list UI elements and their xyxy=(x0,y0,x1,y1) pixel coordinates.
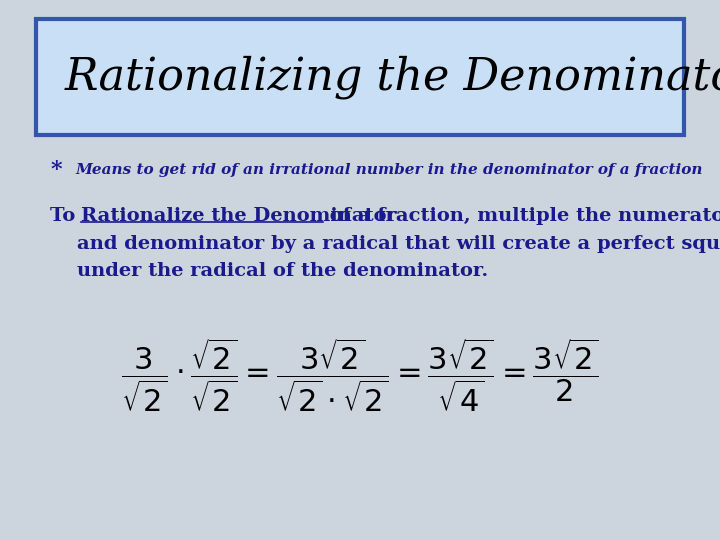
Text: *: * xyxy=(50,159,62,181)
Text: Means to get rid of an irrational number in the denominator of a fraction: Means to get rid of an irrational number… xyxy=(76,163,703,177)
Text: and denominator by a radical that will create a perfect square: and denominator by a radical that will c… xyxy=(50,235,720,253)
Text: $\dfrac{3}{\sqrt{2}} \cdot \dfrac{\sqrt{2}}{\sqrt{2}} = \dfrac{3\sqrt{2}}{\sqrt{: $\dfrac{3}{\sqrt{2}} \cdot \dfrac{\sqrt{… xyxy=(121,336,599,414)
Text: Rationalizing the Denominator*: Rationalizing the Denominator* xyxy=(65,55,720,98)
Text: of a fraction, multiple the numerator: of a fraction, multiple the numerator xyxy=(323,207,720,225)
Text: Rationalize the Denominator: Rationalize the Denominator xyxy=(81,207,397,225)
Text: To: To xyxy=(50,207,82,225)
Text: under the radical of the denominator.: under the radical of the denominator. xyxy=(50,262,489,280)
FancyBboxPatch shape xyxy=(36,19,684,135)
